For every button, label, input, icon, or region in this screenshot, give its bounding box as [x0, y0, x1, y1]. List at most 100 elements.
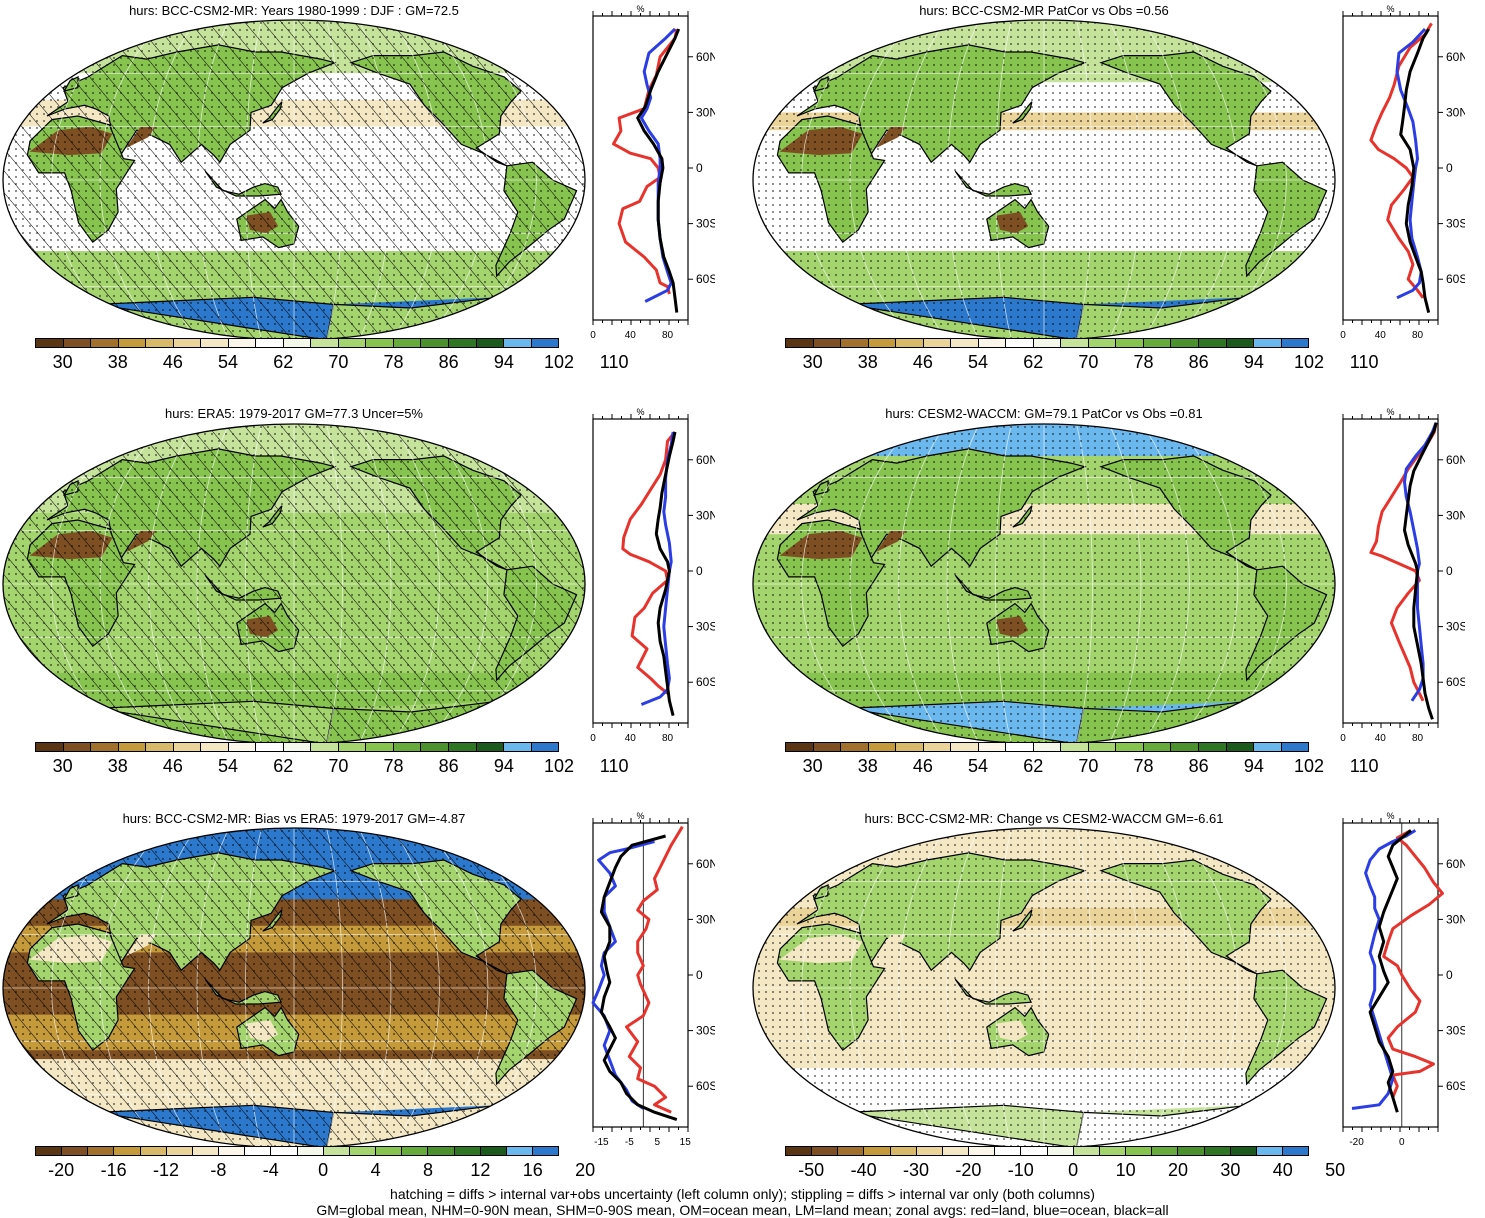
colorbar-swatch: [896, 339, 924, 347]
colorbar-tick-label: 102: [543, 352, 575, 372]
zonal-unit-label: %: [1386, 407, 1394, 417]
zonal-y-tick-label: 30N: [1446, 105, 1465, 119]
colorbar-swatch: [1061, 339, 1089, 347]
colorbar-labels: 30 38 46 54 62 70 78 86 94 102 110: [785, 352, 1379, 374]
colorbar-tick-label: 78: [1133, 756, 1154, 776]
colorbar-swatch: [868, 743, 897, 751]
panel-title: hurs: BCC-CSM2-MR: Change vs CESM2-WACCM…: [864, 811, 1224, 826]
zonal-x-tick-label: -20: [1349, 1137, 1364, 1148]
map: [752, 423, 1336, 745]
zonal-y-tick-label: 60N: [1446, 50, 1465, 64]
colorbar-swatch: [1171, 743, 1199, 751]
zonal-x-tick-label: 80: [1412, 733, 1424, 744]
map-outline: [2, 827, 586, 1149]
colorbar-swatch: [283, 339, 312, 347]
zonal-line-all: [636, 28, 681, 313]
colorbar-swatch: [1152, 1147, 1179, 1155]
colorbar-tick-label: 94: [1243, 352, 1264, 372]
colorbar-swatch: [245, 1147, 272, 1155]
map-outline: [752, 423, 1336, 745]
zonal-line-all: [1368, 829, 1412, 1113]
colorbar-swatch: [1226, 339, 1255, 347]
zonal-x-tick-label: 40: [625, 733, 637, 744]
map-fill: [753, 828, 1335, 1148]
colorbar-tick-label: 110: [599, 756, 629, 776]
colorbar-swatch: [916, 1147, 943, 1155]
colorbar-tick-label: 4: [370, 1160, 381, 1180]
colorbar-swatch: [118, 743, 147, 751]
colorbar-swatch: [1143, 339, 1172, 347]
zonal-mean-plot: % 60N 30N 0 30S 60S 0 40 80: [590, 407, 715, 744]
colorbar-swatch: [201, 743, 229, 751]
colorbar-tick-label: 62: [273, 352, 294, 372]
colorbar-swatch: [1006, 743, 1034, 751]
zonal-unit-label: %: [636, 4, 644, 14]
colorbar-labels: 30 38 46 54 62 70 78 86 94 102 110: [35, 352, 629, 374]
colorbar-swatch: [1143, 743, 1172, 751]
colorbar-swatch: [311, 339, 339, 347]
colorbar-swatch: [173, 743, 202, 751]
colorbar-tick-label: 102: [1293, 352, 1325, 372]
colorbar-tick-label: -12: [152, 1160, 180, 1180]
colorbar-swatch: [1281, 743, 1309, 751]
colorbar-swatch: [841, 743, 869, 751]
colorbar-tick-label: -20: [955, 1160, 982, 1180]
colorbar-tick-label: 62: [273, 756, 294, 776]
colorbar-tick-label: 30: [802, 756, 823, 776]
colorbar-tick-label: 78: [383, 756, 404, 776]
colorbar-swatch: [1282, 1147, 1309, 1155]
colorbar-swatch: [173, 339, 202, 347]
colorbar-tick-label: 86: [438, 352, 459, 372]
colorbar-labels: 30 38 46 54 62 70 78 86 94 102 110: [785, 756, 1379, 778]
colorbar-tick-label: 38: [857, 756, 878, 776]
map: [2, 423, 586, 745]
zonal-y-tick-label: 60N: [696, 50, 715, 64]
zonal-y-tick-label: 0: [696, 161, 703, 175]
colorbar-swatch: [1254, 339, 1282, 347]
colorbar-tick-label: 110: [599, 352, 629, 372]
zonal-y-tick-label: 30N: [696, 912, 715, 926]
colorbar-swatch: [1088, 743, 1117, 751]
colorbar-tick-label: 54: [218, 756, 239, 776]
zonal-line-land: [1382, 829, 1444, 1098]
colorbar-tick-label: 46: [162, 756, 183, 776]
colorbar-swatch: [1178, 1147, 1205, 1155]
colorbar-swatch: [476, 339, 505, 347]
colorbar-swatch: [91, 743, 119, 751]
map-outline: [752, 19, 1336, 341]
colorbar-swatch: [531, 743, 559, 751]
colorbar-tick-label: -10: [1007, 1160, 1034, 1180]
zonal-frame: [592, 418, 689, 724]
colorbar-labels: 30 38 46 54 62 70 78 86 94 102 110: [35, 756, 629, 778]
zonal-y-tick-label: 0: [696, 564, 703, 578]
colorbar-tick-label: 10: [1115, 1160, 1136, 1180]
zonal-x-tick-label: 15: [680, 1137, 692, 1148]
colorbar-tick-label: 46: [912, 352, 933, 372]
colorbar-tick-label: 30: [52, 352, 73, 372]
colorbar-tick-label: 50: [1325, 1160, 1346, 1180]
colorbar-swatch: [923, 743, 952, 751]
map: [752, 19, 1336, 341]
colorbar-swatch: [146, 339, 174, 347]
colorbar-swatch: [1116, 743, 1144, 751]
zonal-y-tick-label: 60N: [696, 453, 715, 467]
zonal-mean-plot: % 60N 30N 0 30S 60S -20 0: [1342, 811, 1465, 1148]
colorbar-swatch: [36, 339, 64, 347]
colorbar-swatch: [421, 743, 449, 751]
zonal-line-land: [625, 825, 684, 1114]
colorbar-tick-label: 102: [1293, 756, 1325, 776]
zonal-y-tick-label: 60S: [696, 675, 715, 689]
zonal-x-tick-label: 40: [1375, 330, 1387, 341]
colorbar-swatch: [841, 339, 869, 347]
zonal-x-tick-label: 0: [590, 330, 596, 341]
colorbar-swatch: [504, 743, 532, 751]
colorbar-labels: -20 -16 -12 -8 -4 0 4 8 12 16 20: [35, 1160, 595, 1182]
zonal-line-all: [599, 834, 678, 1122]
colorbar-tick-label: 16: [522, 1160, 543, 1180]
colorbar-swatch: [476, 743, 505, 751]
stippling-overlay: [753, 20, 1335, 340]
colorbar-swatch: [951, 339, 979, 347]
map-outline: [2, 19, 586, 341]
colorbar-tick-label: 94: [493, 352, 514, 372]
colorbar-tick-label: 70: [328, 756, 349, 776]
